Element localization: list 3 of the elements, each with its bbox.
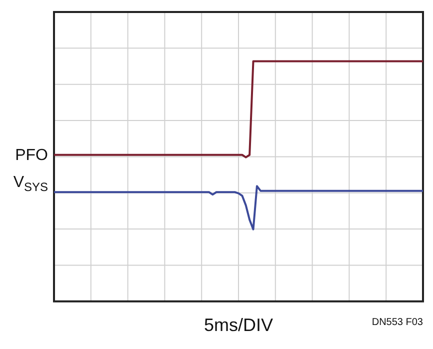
text: DN553 F03 <box>372 317 424 328</box>
x-axis-title: 5ms/DIV <box>204 315 274 336</box>
series-label: PFO <box>15 146 48 164</box>
